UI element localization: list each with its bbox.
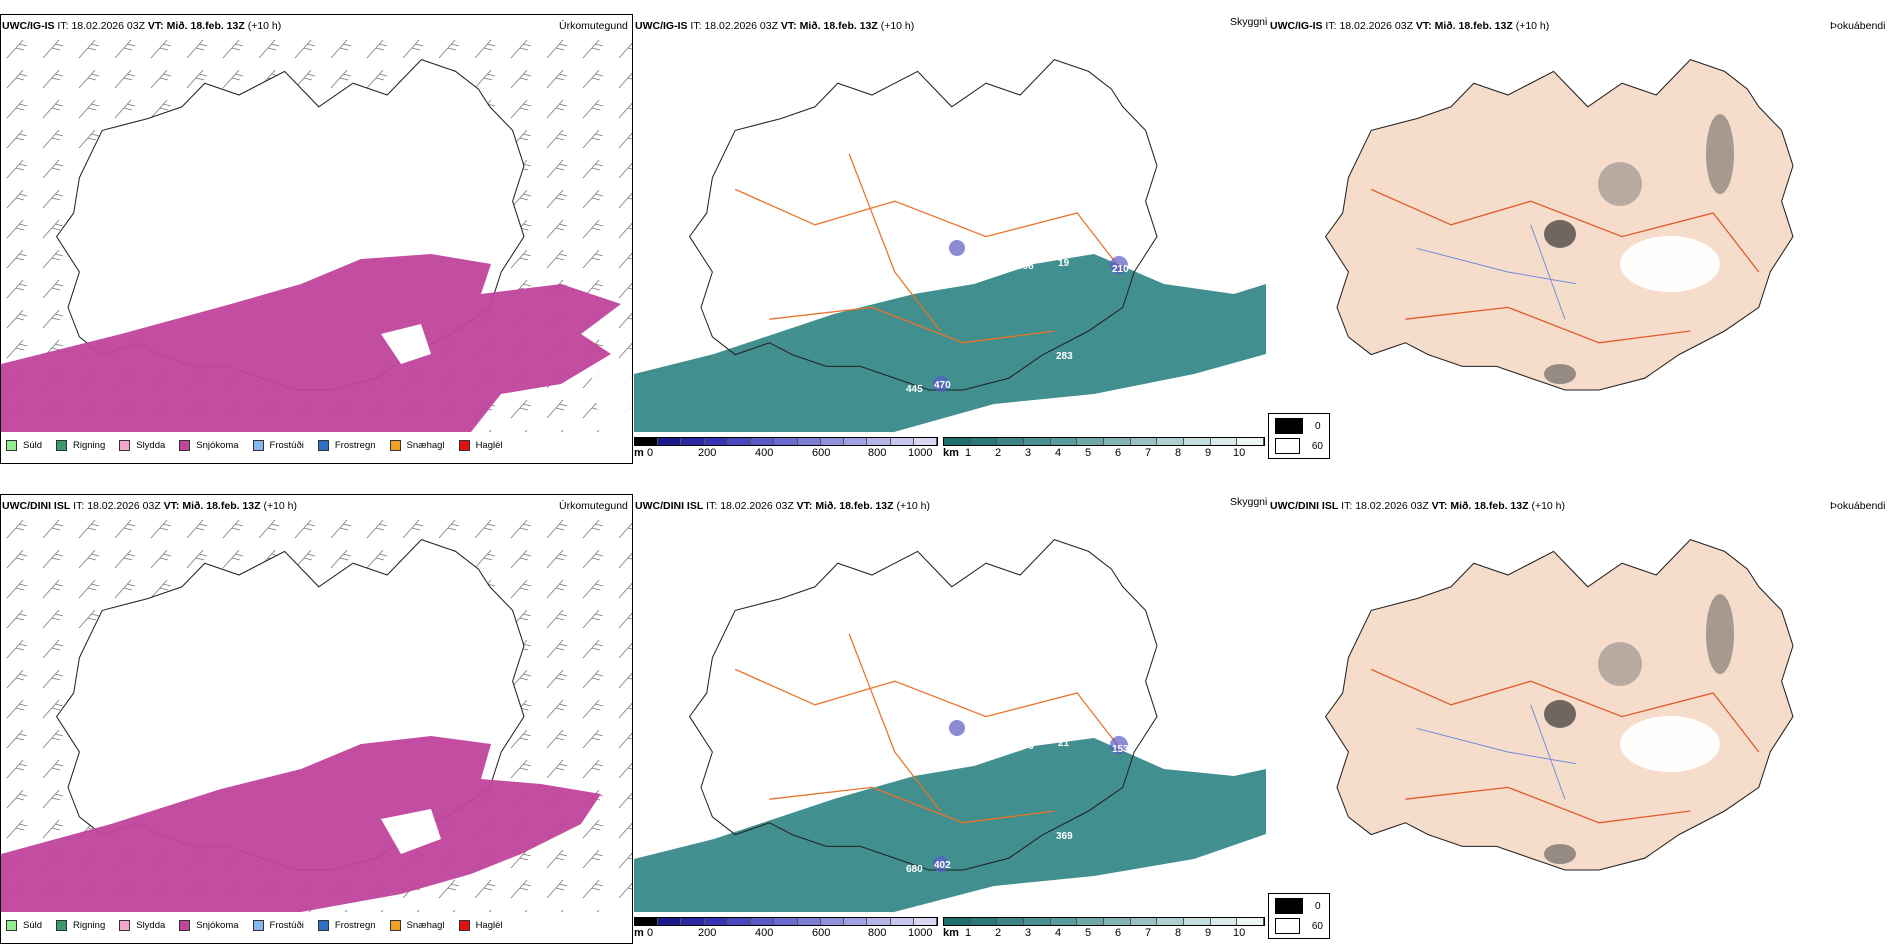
- fog-title: Þokuábendi: [1830, 20, 1886, 32]
- precip-type-title: Úrkomutegund: [559, 20, 628, 32]
- legend-item: Rigning: [56, 440, 105, 451]
- elevation-label: 210: [1112, 264, 1129, 275]
- precip-type-map: [1, 514, 632, 912]
- fog-map: [1325, 59, 1794, 391]
- panel-header: UWC/DINI ISL IT: 18.02.2026 03Z VT: Mið.…: [635, 500, 931, 512]
- elevation-colorbar: m 0 200 400 600 800 1000: [634, 917, 938, 940]
- elevation-label: 283: [1056, 351, 1073, 362]
- forecast-row-2: UWC/DINI ISL IT: 18.02.2026 03Z VT: Mið.…: [0, 480, 1900, 950]
- legend-item: Snjókoma: [179, 920, 239, 931]
- visibility-map: 376 21 153 369 680 402: [634, 539, 1266, 912]
- elevation-label: 898: [1017, 261, 1034, 272]
- legend-item: Slydda: [119, 440, 165, 451]
- precip-type-panel: [0, 494, 633, 944]
- elevation-label: 376: [1017, 741, 1034, 752]
- elevation-label: 19: [1058, 258, 1070, 269]
- legend-item: Súld: [6, 440, 42, 451]
- precip-legend: Súld Rigning Slydda Snjókoma Frostúði Fr…: [6, 920, 517, 931]
- elevation-label: 369: [1056, 831, 1073, 842]
- legend-item: Snjókoma: [179, 440, 239, 451]
- panel-header: UWC/DINI ISL IT: 18.02.2026 03Z VT: Mið.…: [2, 500, 298, 512]
- panel-header: UWC/IG-IS IT: 18.02.2026 03Z VT: Mið. 18…: [2, 20, 282, 32]
- legend-item: Slydda: [119, 920, 165, 931]
- fog-key: 0 60: [1268, 413, 1330, 459]
- snow-area: [1, 254, 621, 432]
- panel-header: UWC/IG-IS IT: 18.02.2026 03Z VT: Mið. 18…: [635, 20, 915, 32]
- legend-item: Frostúði: [252, 440, 304, 451]
- visibility-map: 898 19 210 283 445 470: [634, 59, 1266, 432]
- low-visibility-area: [634, 738, 1266, 912]
- elevation-label: 21: [1058, 738, 1070, 749]
- legend-item: Snæhagl: [389, 920, 445, 931]
- legend-item: Haglél: [458, 920, 503, 931]
- panel-header: UWC/IG-IS IT: 18.02.2026 03Z VT: Mið. 18…: [1270, 20, 1550, 32]
- panel-header: UWC/DINI ISL IT: 18.02.2026 03Z VT: Mið.…: [1270, 500, 1566, 512]
- visibility-title: Skyggni: [1230, 496, 1268, 508]
- legend-item: Frostregn: [317, 920, 376, 931]
- forecast-row-1: UWC/IG-IS IT: 18.02.2026 03Z VT: Mið. 18…: [0, 0, 1900, 470]
- elevation-bar: [634, 437, 938, 446]
- elevation-bar: [634, 917, 938, 926]
- elevation-colorbar: m 0 200 400 600 800 1000: [634, 437, 938, 460]
- precip-legend: Súld Rigning Slydda Snjókoma Frostúði Fr…: [6, 440, 517, 451]
- fog-key: 0 60: [1268, 893, 1330, 939]
- visibility-colorbar: km 1 2 3 4 5 6 7 8 9 10: [943, 917, 1265, 940]
- visibility-bar: [943, 437, 1265, 446]
- elevation-label: 470: [934, 380, 951, 391]
- legend-item: Snæhagl: [389, 440, 445, 451]
- legend-item: Haglél: [458, 440, 503, 451]
- elevation-label: 680: [906, 864, 923, 875]
- legend-item: Frostregn: [317, 440, 376, 451]
- fog-title: Þokuábendi: [1830, 500, 1886, 512]
- snow-area: [1, 736, 601, 912]
- elevation-label: 445: [906, 384, 923, 395]
- visibility-colorbar: km 1 2 3 4 5 6 7 8 9 10: [943, 437, 1265, 460]
- legend-item: Rigning: [56, 920, 105, 931]
- fog-map: [1325, 539, 1794, 871]
- legend-item: Súld: [6, 920, 42, 931]
- visibility-bar: [943, 917, 1265, 926]
- legend-item: Frostúði: [252, 920, 304, 931]
- precip-type-map: [1, 34, 632, 432]
- precip-type-panel: [0, 14, 633, 464]
- precip-type-title: Úrkomutegund: [559, 500, 628, 512]
- low-visibility-area: [634, 254, 1266, 432]
- elevation-label: 402: [934, 860, 951, 871]
- elevation-label: 153: [1112, 744, 1129, 755]
- visibility-title: Skyggni: [1230, 16, 1268, 28]
